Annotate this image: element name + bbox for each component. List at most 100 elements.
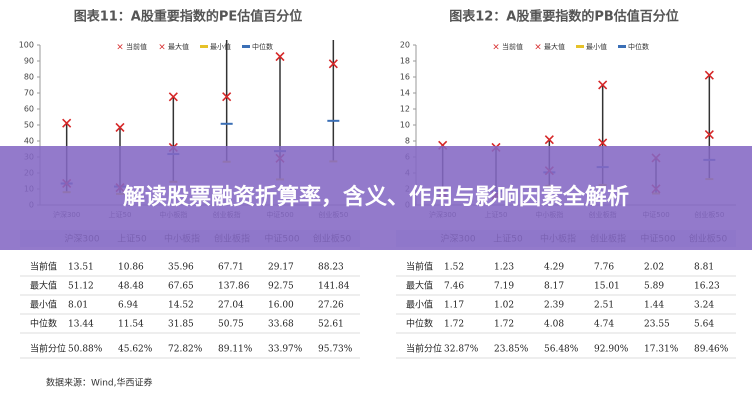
x-marker bbox=[168, 92, 178, 102]
x-marker bbox=[704, 70, 714, 80]
table-cell: 4.74 bbox=[594, 320, 614, 330]
table-cell: 5.64 bbox=[694, 320, 714, 330]
legend-marker: × bbox=[158, 43, 166, 53]
y-tick-label: 16 bbox=[400, 73, 410, 82]
table-cell: 1.02 bbox=[494, 301, 514, 311]
table-cell: 51.12 bbox=[68, 282, 94, 292]
table-cell: 92.90% bbox=[594, 345, 629, 355]
table-cell: 8.17 bbox=[544, 282, 564, 292]
legend-label: 最大值 bbox=[168, 42, 189, 51]
table-cell: 95.73% bbox=[318, 345, 353, 355]
table-cell: 92.75 bbox=[268, 282, 294, 292]
table-cell: 137.86 bbox=[218, 282, 250, 292]
x-marker bbox=[704, 129, 714, 140]
table-cell: 50.75 bbox=[218, 320, 244, 330]
table-cell: 72.82% bbox=[168, 345, 203, 355]
table-cell: 52.61 bbox=[318, 320, 344, 330]
table-cell: 5.89 bbox=[644, 282, 664, 292]
x-marker bbox=[544, 135, 554, 145]
y-tick-label: 20 bbox=[400, 41, 410, 50]
table-cell: 56.48% bbox=[544, 345, 579, 355]
y-tick-label: 8 bbox=[405, 137, 410, 146]
table-cell: 15.01 bbox=[594, 282, 620, 292]
table-cell: 32.87% bbox=[444, 345, 479, 355]
legend-label: 最小值 bbox=[210, 42, 231, 51]
table-cell: 88.23 bbox=[318, 263, 344, 273]
legend-label: 最大值 bbox=[544, 42, 565, 51]
table-row-label: 最大值 bbox=[406, 280, 433, 292]
table-cell: 27.04 bbox=[218, 301, 244, 311]
table-row-label: 当前分位 bbox=[406, 343, 442, 355]
table-cell: 8.01 bbox=[68, 301, 88, 311]
legend-label: 当前值 bbox=[126, 42, 147, 51]
y-tick-label: 12 bbox=[400, 105, 410, 114]
table-cell: 89.11% bbox=[218, 345, 253, 355]
table-cell: 2.51 bbox=[594, 301, 614, 311]
median-mark bbox=[220, 122, 233, 125]
table-cell: 29.17 bbox=[268, 263, 294, 273]
legend-marker bbox=[200, 45, 208, 48]
legend-label: 最小值 bbox=[586, 42, 607, 51]
table-cell: 2.39 bbox=[544, 301, 564, 311]
table-cell: 16.23 bbox=[694, 282, 720, 292]
table-cell: 31.85 bbox=[168, 320, 194, 330]
legend-label: 中位数 bbox=[252, 42, 273, 51]
banner-title: 解读股票融资折算率，含义、作用与影响因素全解析 bbox=[0, 146, 752, 250]
table-cell: 23.55 bbox=[644, 320, 670, 330]
y-tick-label: 14 bbox=[400, 89, 410, 98]
table-row-label: 当前分位 bbox=[30, 343, 66, 355]
y-tick-label: 50 bbox=[24, 121, 34, 130]
table-row-label: 当前值 bbox=[406, 261, 433, 273]
x-marker bbox=[275, 52, 285, 62]
y-tick-label: 40 bbox=[24, 137, 34, 146]
table-cell: 67.65 bbox=[168, 282, 194, 292]
table-row-label: 最大值 bbox=[30, 280, 57, 292]
legend-marker: × bbox=[492, 43, 500, 53]
table-cell: 1.44 bbox=[644, 301, 664, 311]
x-marker bbox=[328, 59, 338, 69]
y-tick-label: 100 bbox=[19, 41, 34, 50]
table-cell: 48.48 bbox=[118, 282, 144, 292]
legend-marker bbox=[242, 45, 250, 48]
legend-marker: × bbox=[534, 43, 542, 53]
x-marker bbox=[62, 118, 72, 128]
y-tick-label: 90 bbox=[24, 57, 34, 66]
legend-label: 中位数 bbox=[628, 42, 649, 51]
table-cell: 4.29 bbox=[544, 263, 564, 273]
table-row-label: 最小值 bbox=[30, 299, 57, 311]
figure-title: 图表12：A股重要指数的PB估值百分位 bbox=[449, 9, 679, 25]
legend-marker: × bbox=[116, 43, 124, 53]
y-tick-label: 80 bbox=[24, 73, 34, 82]
table-cell: 27.26 bbox=[318, 301, 344, 311]
figure-title: 图表11：A股重要指数的PE估值百分位 bbox=[74, 9, 303, 25]
x-marker bbox=[115, 122, 125, 132]
table-row-label: 当前值 bbox=[30, 261, 57, 273]
table-cell: 1.72 bbox=[494, 320, 514, 330]
table-cell: 1.17 bbox=[444, 301, 464, 311]
table-cell: 6.94 bbox=[118, 301, 138, 311]
legend-marker bbox=[618, 45, 626, 48]
y-tick-label: 60 bbox=[24, 105, 34, 114]
table-cell: 13.51 bbox=[68, 263, 94, 273]
table-cell: 7.76 bbox=[594, 263, 614, 273]
table-cell: 50.88% bbox=[68, 345, 103, 355]
table-cell: 1.52 bbox=[444, 263, 464, 273]
table-cell: 1.72 bbox=[444, 320, 464, 330]
median-mark bbox=[327, 119, 340, 122]
legend-marker bbox=[576, 45, 584, 48]
legend-label: 当前值 bbox=[502, 42, 523, 51]
table-cell: 4.08 bbox=[544, 320, 564, 330]
table-cell: 11.54 bbox=[118, 320, 144, 330]
table-row-label: 中位数 bbox=[406, 318, 433, 330]
table-cell: 141.84 bbox=[318, 282, 350, 292]
table-row-label: 最小值 bbox=[406, 299, 433, 311]
table-cell: 8.81 bbox=[694, 263, 714, 273]
table-cell: 35.96 bbox=[168, 263, 194, 273]
table-cell: 23.85% bbox=[494, 345, 529, 355]
x-marker bbox=[222, 92, 232, 102]
table-cell: 7.46 bbox=[444, 282, 464, 292]
table-cell: 1.23 bbox=[494, 263, 514, 273]
table-cell: 3.24 bbox=[694, 301, 714, 311]
y-tick-label: 70 bbox=[24, 89, 34, 98]
